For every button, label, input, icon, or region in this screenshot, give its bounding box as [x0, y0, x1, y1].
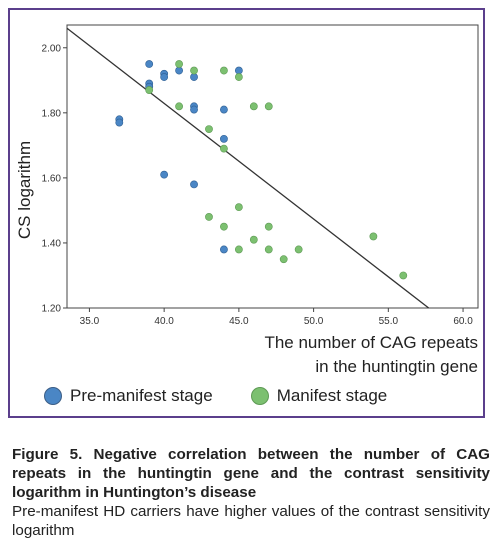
pre-manifest-point: [234, 66, 243, 75]
x-tick-label: 60.0: [453, 316, 473, 327]
x-tick-label: 55.0: [379, 316, 399, 327]
scatter-plot: CS logarithm The number of CAG repeats i…: [15, 24, 479, 376]
manifest-point: [145, 86, 154, 94]
manifest-point: [249, 102, 258, 111]
x-axis-label-line1: The number of CAG repeats: [264, 333, 478, 352]
pre-manifest-swatch: [44, 387, 62, 405]
legend: Pre-manifest stage Manifest stage: [44, 384, 425, 408]
pre-manifest-point: [190, 105, 198, 114]
manifest-point: [205, 213, 213, 221]
y-tick-label: 1.80: [42, 108, 62, 119]
legend-item-pre-manifest: Pre-manifest stage: [44, 386, 213, 406]
x-tick-label: 50.0: [304, 316, 324, 327]
manifest-point: [234, 73, 243, 81]
x-tick-label: 40.0: [154, 316, 174, 327]
y-tick-label: 1.60: [42, 173, 62, 184]
y-tick-label: 1.40: [42, 238, 62, 249]
x-tick-label: 45.0: [229, 316, 249, 327]
manifest-point: [234, 245, 243, 254]
manifest-point: [220, 66, 228, 75]
y-tick-label: 2.00: [42, 43, 62, 54]
legend-item-manifest: Manifest stage: [250, 386, 388, 406]
y-axis-label: CS logarithm: [15, 141, 34, 239]
y-tick-label: 1.20: [42, 304, 62, 315]
pre-manifest-point: [160, 73, 169, 81]
pre-manifest-point: [220, 105, 228, 114]
figure-caption: Figure 5. Negative correlation between t…: [12, 445, 490, 540]
x-axis-label-line2: in the huntingtin gene: [315, 357, 478, 376]
pre-manifest-point: [145, 60, 154, 68]
plot-area: [66, 24, 479, 309]
legend-label-manifest: Manifest stage: [276, 386, 388, 405]
pre-manifest-point: [190, 73, 198, 81]
pre-manifest-point: [220, 134, 228, 143]
caption-text: Pre-manifest HD carriers have higher val…: [12, 503, 490, 539]
manifest-point: [264, 102, 273, 111]
manifest-point: [220, 222, 228, 231]
pre-manifest-point: [160, 170, 169, 179]
manifest-point: [205, 125, 213, 133]
manifest-point: [279, 255, 288, 264]
regression-line: [66, 27, 430, 309]
pre-manifest-point: [190, 180, 198, 189]
manifest-point: [249, 235, 258, 244]
manifest-point: [294, 245, 303, 254]
manifest-swatch: [250, 387, 269, 405]
pre-manifest-point: [115, 118, 124, 127]
manifest-point: [175, 102, 183, 111]
manifest-point: [220, 144, 228, 153]
legend-label-pre-manifest: Pre-manifest stage: [70, 386, 213, 405]
manifest-point: [369, 232, 378, 241]
manifest-point: [399, 271, 408, 280]
x-tick-label: 35.0: [80, 316, 100, 327]
manifest-point: [264, 222, 273, 231]
manifest-point: [175, 60, 183, 68]
manifest-point: [190, 66, 198, 75]
caption-title: Figure 5. Negative correlation between t…: [12, 446, 490, 501]
manifest-point: [234, 203, 243, 212]
manifest-point: [264, 245, 273, 254]
pre-manifest-point: [175, 66, 183, 75]
pre-manifest-point: [220, 245, 228, 254]
